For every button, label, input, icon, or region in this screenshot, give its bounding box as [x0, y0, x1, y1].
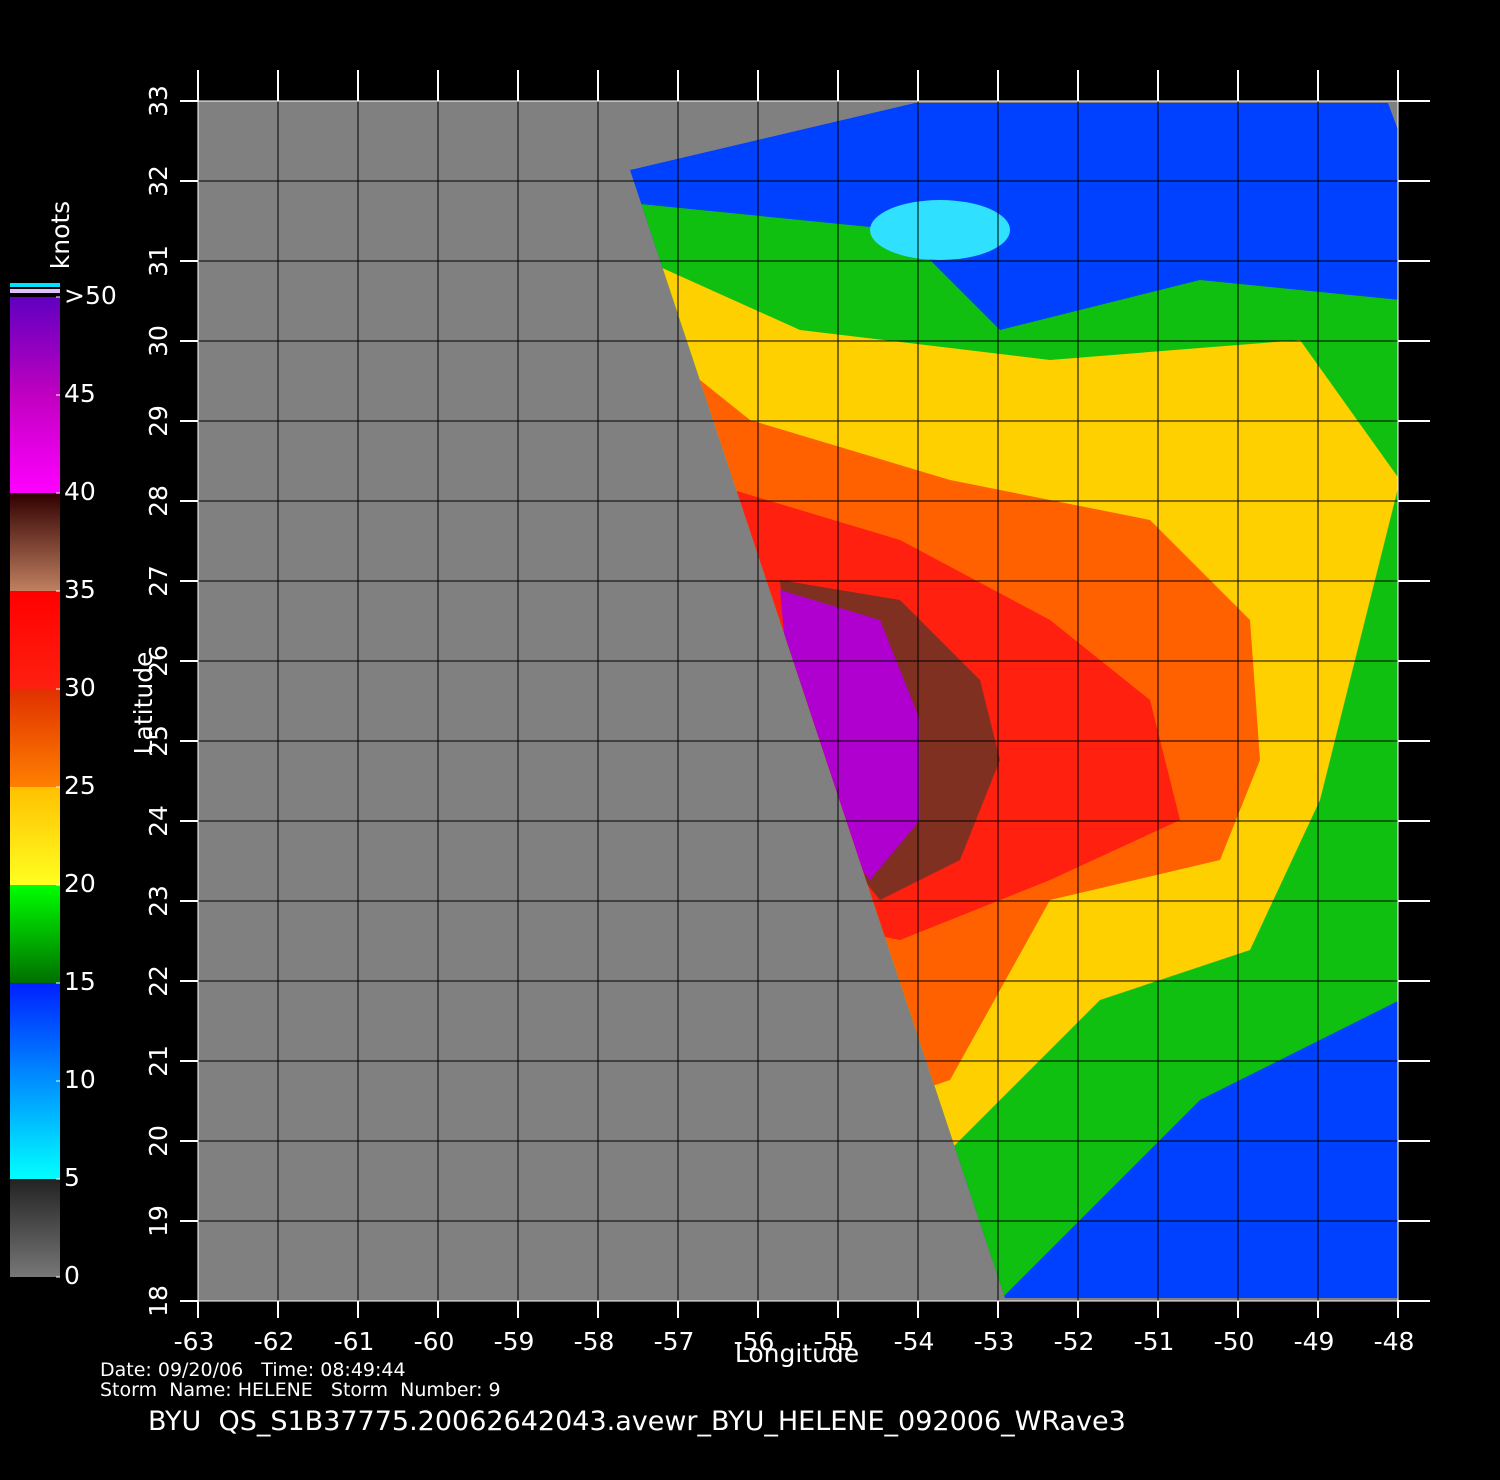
y-tick-label: 21	[144, 1045, 173, 1077]
y-tick-label: 25	[144, 725, 173, 757]
wind-field-purple	[780, 590, 920, 880]
colorbar-label: 5	[64, 1163, 80, 1192]
x-tick-label: -54	[894, 1327, 935, 1356]
y-axis-label: Latitude	[129, 652, 158, 755]
colorbar-cap	[10, 283, 60, 287]
x-tick-label: -63	[174, 1327, 215, 1356]
x-tick-label: -55	[814, 1327, 855, 1356]
colorbar-label: 40	[64, 477, 96, 506]
y-tick-label: 22	[144, 965, 173, 997]
x-tick-label: -58	[574, 1327, 615, 1356]
colorbar-label: >50	[64, 281, 117, 310]
x-tick-label: -48	[1374, 1327, 1415, 1356]
figure-title: BYU QS_S1B37775.20062642043.avewr_BYU_HE…	[148, 1406, 1126, 1437]
x-tick-label: -60	[414, 1327, 455, 1356]
y-tick-label: 20	[144, 1125, 173, 1157]
colorbar-scale	[10, 297, 60, 1277]
x-tick-label: -62	[254, 1327, 295, 1356]
x-tick-label: -50	[1214, 1327, 1255, 1356]
y-tick-label: 18	[144, 1285, 173, 1317]
plot-frame	[197, 100, 1399, 1302]
wind-field-calm	[870, 200, 1010, 260]
colorbar-label: 25	[64, 771, 96, 800]
colorbar-label: 0	[64, 1261, 80, 1290]
colorbar-label: 20	[64, 869, 96, 898]
y-tick-label: 30	[144, 325, 173, 357]
colorbar: knots 0 5 10 15 20 25 30 35 40 45 >50	[10, 201, 117, 1290]
colorbar-label: 45	[64, 379, 96, 408]
y-tick-label: 31	[144, 245, 173, 277]
y-tick-label: 23	[144, 885, 173, 917]
y-tick-label: 26	[144, 645, 173, 677]
x-tick-label: -53	[974, 1327, 1015, 1356]
storm-line: Storm Name: HELENE Storm Number: 9	[100, 1379, 501, 1401]
y-tick-label: 29	[144, 405, 173, 437]
grid: -63 -62 -61 -60 -59 -58 -57 -56 -55 -54 -53 -52 -51 -…	[144, 70, 1430, 1356]
date-line: Date: 09/20/06 Time: 08:49:44	[100, 1359, 406, 1381]
colorbar-label: 35	[64, 575, 96, 604]
colorbar-label: 30	[64, 673, 96, 702]
y-tick-label: 28	[144, 485, 173, 517]
x-tick-label: -52	[1054, 1327, 1095, 1356]
y-tick-label: 32	[144, 165, 173, 197]
y-tick-label: 24	[144, 805, 173, 837]
x-tick-label: -56	[734, 1327, 775, 1356]
colorbar-cap	[10, 289, 60, 293]
colorbar-label: 10	[64, 1065, 96, 1094]
x-axis-label: Longitude	[735, 1339, 859, 1368]
x-tick-label: -61	[334, 1327, 375, 1356]
x-tick-label: -49	[1294, 1327, 1335, 1356]
x-tick-label: -59	[494, 1327, 535, 1356]
x-tick-label: -51	[1134, 1327, 1175, 1356]
y-tick-label: 33	[144, 85, 173, 117]
x-tick-label: -57	[654, 1327, 695, 1356]
colorbar-title: knots	[46, 201, 75, 269]
y-tick-label: 27	[144, 565, 173, 597]
colorbar-label: 15	[64, 967, 96, 996]
y-tick-label: 19	[144, 1205, 173, 1237]
